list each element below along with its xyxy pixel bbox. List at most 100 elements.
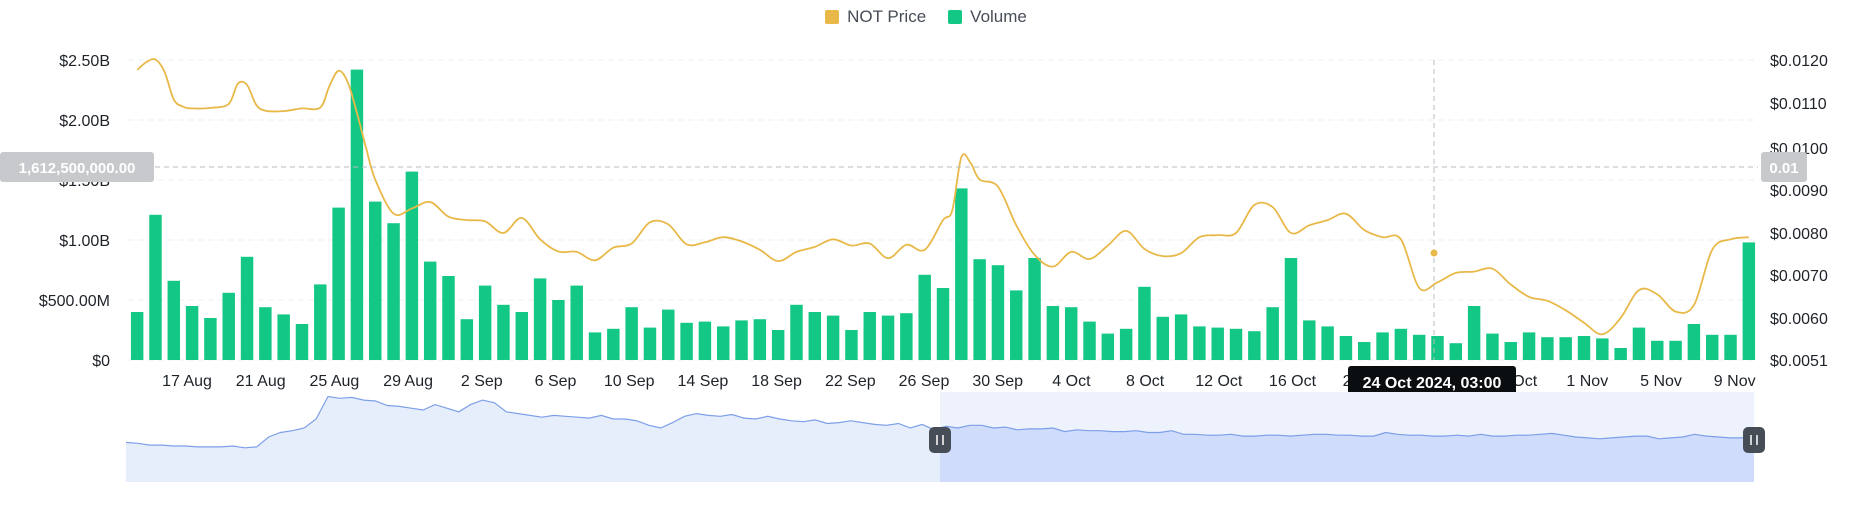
volume-bar (1358, 342, 1371, 360)
crosshair-date-label: 24 Oct 2024, 03:00 (1363, 375, 1502, 392)
left-axis-tick-label: $500.00M (39, 293, 110, 310)
volume-bar (1651, 340, 1664, 360)
volume-bar (1156, 316, 1170, 360)
volume-bar (533, 278, 547, 360)
volume-bar (350, 69, 364, 360)
volume-bar (1449, 343, 1463, 360)
volume-bar (1467, 306, 1481, 360)
x-axis-tick-label: 2 Sep (461, 373, 503, 390)
volume-bar (1376, 332, 1389, 360)
x-axis-tick-label: 18 Sep (751, 373, 802, 390)
left-axis-tick-label: $2.50B (59, 53, 110, 70)
legend: NOT Price Volume (0, 7, 1852, 27)
volume-bar (1724, 334, 1737, 360)
volume-bar (1559, 337, 1572, 360)
volume-bar (808, 312, 822, 360)
volume-bar (405, 171, 419, 360)
right-axis-tick-label: $0.0051 (1770, 353, 1828, 370)
volume-bar (643, 327, 657, 360)
volume-bar (588, 332, 602, 360)
volume-bar (753, 319, 767, 360)
right-axis-tick-label: $0.0090 (1770, 183, 1828, 200)
x-axis-tick-label: 1 Nov (1566, 373, 1608, 390)
left-axis-tick-label: $0 (92, 353, 110, 370)
volume-bar (460, 319, 474, 360)
volume-bar (1119, 328, 1133, 360)
crosshair-left-label-box (0, 152, 154, 182)
volume-bar (277, 314, 290, 360)
x-axis-tick-label: 26 Sep (899, 373, 950, 390)
volume-bar (1522, 332, 1536, 360)
volume-bar (955, 188, 968, 360)
price-line (136, 58, 1749, 336)
volume-bar (1083, 321, 1096, 360)
range-selector[interactable] (125, 392, 1765, 482)
crosshair-date-label-box (1348, 366, 1516, 398)
right-axis-tick-label: $0.0110 (1770, 96, 1827, 113)
legend-swatch-price (825, 10, 840, 24)
volume-bar (295, 324, 309, 360)
x-axis-tick-label: 5 Nov (1640, 373, 1682, 390)
volume-bar (918, 274, 931, 360)
volume-bar (1321, 326, 1334, 360)
right-axis-tick-label: $0.0120 (1770, 53, 1828, 70)
volume-bar (973, 259, 986, 360)
volume-bar (1248, 331, 1261, 360)
volume-bar (1614, 348, 1627, 360)
volume-bar (1193, 326, 1206, 360)
volume-bar (1669, 340, 1682, 360)
volume-bar (423, 261, 437, 360)
volume-bar (1632, 327, 1646, 360)
volume-bar (222, 292, 235, 360)
volume-bar (497, 304, 510, 360)
legend-label-price: NOT Price (847, 7, 927, 26)
x-axis-tick-label: 29 Aug (383, 373, 433, 390)
volume-bar (1266, 307, 1279, 360)
volume-bar (552, 300, 565, 360)
volume-bar (900, 313, 913, 360)
x-axis-tick-label: 16 Oct (1269, 373, 1317, 390)
volume-bar (240, 256, 254, 360)
volume-bar (1064, 307, 1078, 360)
x-axis-tick-label: 10 Sep (604, 373, 655, 390)
volume-bar (369, 201, 382, 360)
x-axis-tick-label: 4 Oct (1052, 373, 1091, 390)
volume-bar (1339, 336, 1353, 360)
volume-bar (607, 328, 620, 360)
volume-bar (314, 284, 327, 360)
volume-bar (1211, 327, 1224, 360)
left-axis: $0$500.00M$1.00B$1.50B$2.00B$2.50B (39, 53, 110, 370)
volume-bar (259, 307, 272, 360)
volume-bar (478, 285, 492, 360)
crosshair: 1,612,500,000.00 0.01 24 Oct 2024, 03:00 (0, 60, 1807, 398)
x-axis-tick-label: 17 Aug (162, 373, 212, 390)
volume-bar (442, 276, 455, 360)
legend-item-price[interactable]: NOT Price (825, 7, 926, 27)
volume-bar (936, 288, 950, 360)
overview-area-selected (940, 425, 1754, 482)
volume-bar (790, 304, 803, 360)
right-axis-tick-label: $0.0070 (1770, 268, 1828, 285)
crosshair-left-label: 1,612,500,000.00 (19, 160, 136, 177)
x-axis-tick-label: 30 Sep (972, 373, 1023, 390)
volume-bar (735, 320, 748, 360)
volume-bar (570, 285, 583, 360)
crosshair-point-marker (1430, 249, 1438, 257)
volume-bar (332, 207, 345, 360)
volume-bar (1138, 286, 1151, 360)
volume-bar (1303, 320, 1316, 360)
volume-bars (130, 69, 1756, 360)
volume-bar (771, 330, 785, 360)
legend-item-volume[interactable]: Volume (948, 7, 1027, 27)
range-handle-right[interactable] (1743, 427, 1765, 453)
range-handle-left[interactable] (929, 427, 951, 453)
right-axis-tick-label: $0.0080 (1770, 226, 1828, 243)
volume-bar (826, 315, 840, 360)
crosshair-right-label: 0.01 (1769, 160, 1798, 177)
volume-bar (1742, 242, 1756, 360)
right-axis: $0.0051 $0.0060 $0.0070 $0.0080 $0.0090 $0.01… (1770, 53, 1828, 370)
volume-bar (1394, 328, 1408, 360)
volume-bar (1010, 290, 1023, 360)
